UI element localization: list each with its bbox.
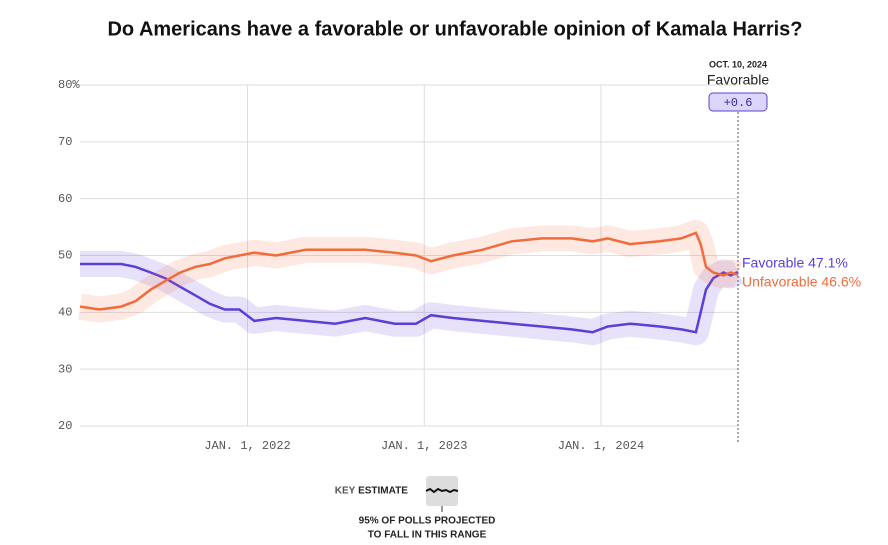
x-tick-label: JAN. 1, 2024 — [558, 439, 644, 453]
annotation-box — [708, 92, 768, 112]
key-title: KEY — [335, 486, 356, 497]
x-tick-label: JAN. 1, 2022 — [204, 439, 290, 453]
y-tick-label: 50 — [58, 249, 72, 263]
chart-title: Do Americans have a favorable or unfavor… — [107, 18, 802, 40]
end-label: Unfavorable 46.6% — [742, 274, 861, 290]
series-line — [79, 231, 739, 311]
annotation-series: Favorable — [707, 72, 769, 88]
y-tick-label: 60 — [58, 192, 72, 206]
key-range-label: TO FALL IN THIS RANGE — [368, 530, 487, 541]
series-line — [80, 262, 739, 334]
x-tick-label: JAN. 1, 2023 — [381, 439, 467, 453]
end-label: Favorable 47.1% — [742, 255, 848, 271]
key-range-label: 95% OF POLLS PROJECTED — [359, 516, 496, 527]
annotation-lead: +0.6 — [724, 96, 753, 110]
y-tick-label: 20 — [58, 419, 72, 433]
y-tick-label: 80% — [58, 78, 80, 92]
y-tick-label: 30 — [58, 362, 72, 376]
y-tick-label: 70 — [58, 135, 72, 149]
key-estimate: ESTIMATE — [358, 486, 408, 497]
key-line — [425, 487, 459, 494]
annotation-date: OCT. 10, 2024 — [709, 59, 767, 69]
y-tick-label: 40 — [58, 306, 72, 320]
